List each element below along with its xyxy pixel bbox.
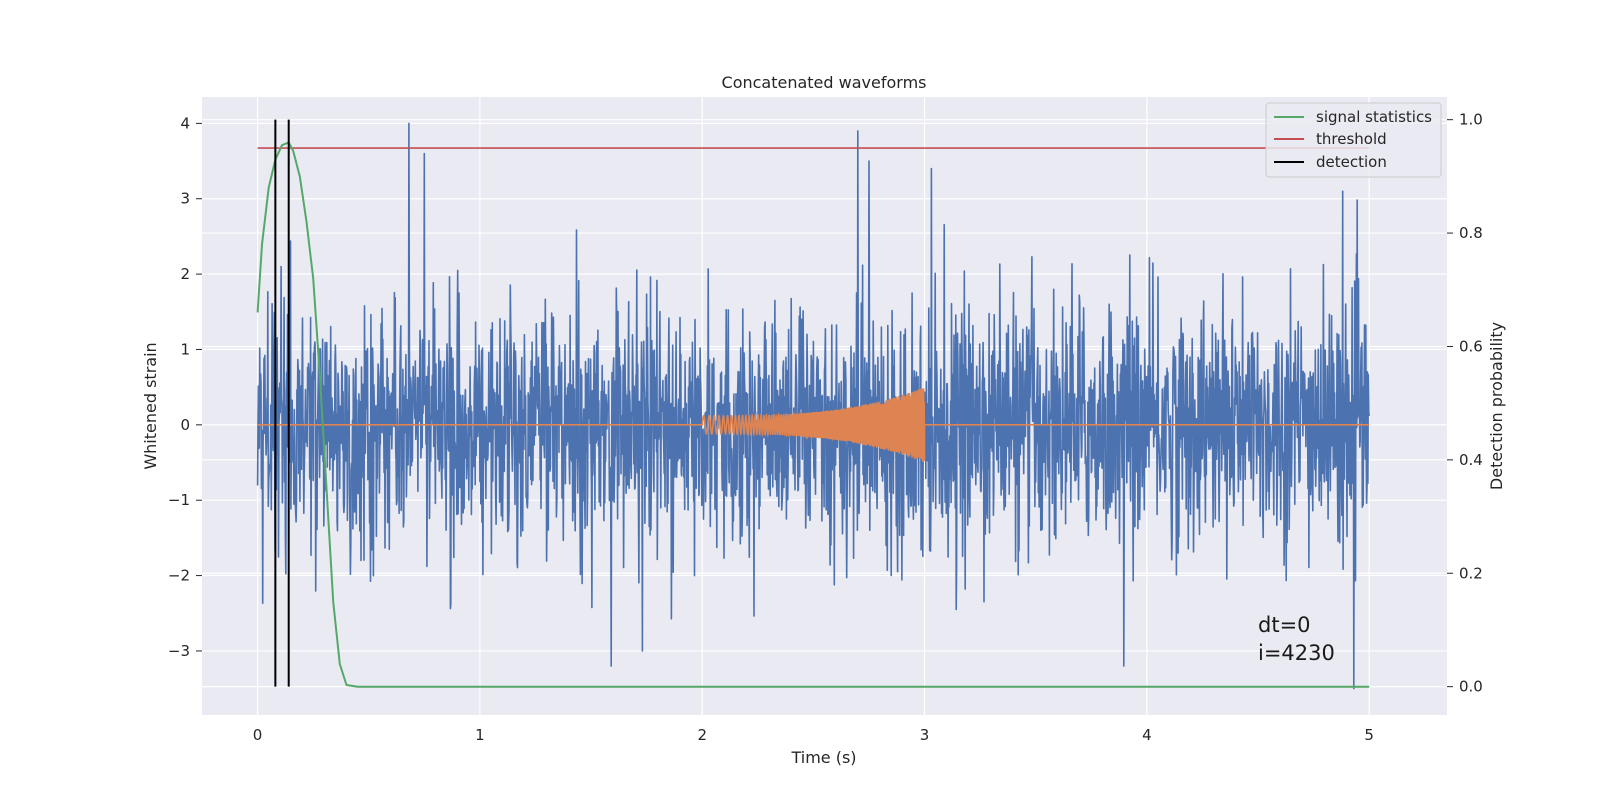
y-right-tick-label: 0.6 <box>1459 337 1483 355</box>
legend-label-threshold: threshold <box>1316 130 1387 148</box>
legend: signal statistics threshold detection <box>1265 102 1442 178</box>
chart-title: Concatenated waveforms <box>722 73 927 92</box>
annotation-index: i=4230 <box>1258 641 1335 665</box>
strain-series-line <box>256 122 1370 690</box>
y-tick-label: 0 <box>180 416 190 434</box>
y-right-tick-label: 0.2 <box>1459 564 1483 582</box>
y-right-tick-label: 0.8 <box>1459 224 1483 242</box>
y-axis-label: Whitened strain <box>141 342 160 469</box>
y-right-tick-label: 0.4 <box>1459 451 1483 469</box>
y-tick-label: 1 <box>180 340 190 358</box>
axes: 0 1 2 3 4 5 −3 −2 −1 0 1 2 3 4 0.0 0.2 0.4 0.6 0.8 1.0 <box>168 111 1483 744</box>
signal-statistics-line <box>256 141 1370 688</box>
x-tick-label: 0 <box>253 726 263 744</box>
y-tick-label: −3 <box>168 642 190 660</box>
legend-box <box>1265 102 1442 178</box>
y-right-tick-label: 1.0 <box>1459 111 1483 129</box>
annotation-dt: dt=0 <box>1258 613 1311 637</box>
x-axis-label: Time (s) <box>790 748 856 767</box>
x-tick-label: 2 <box>697 726 707 744</box>
y-tick-label: 3 <box>180 190 190 208</box>
y-right-tick-label: 0.0 <box>1459 678 1483 696</box>
y-tick-label: −2 <box>168 567 190 585</box>
x-tick-label: 1 <box>475 726 485 744</box>
x-tick-label: 5 <box>1364 726 1374 744</box>
injection-series-line <box>257 388 1370 462</box>
y-axis-right-label: Detection probability <box>1487 322 1506 490</box>
legend-label-detection: detection <box>1316 153 1387 171</box>
series <box>256 119 1370 690</box>
x-tick-label: 4 <box>1142 726 1152 744</box>
y-tick-label: −1 <box>168 491 190 509</box>
x-tick-label: 3 <box>920 726 930 744</box>
y-tick-label: 4 <box>180 114 190 132</box>
y-tick-label: 2 <box>180 265 190 283</box>
legend-label-signal-statistics: signal statistics <box>1316 108 1432 126</box>
